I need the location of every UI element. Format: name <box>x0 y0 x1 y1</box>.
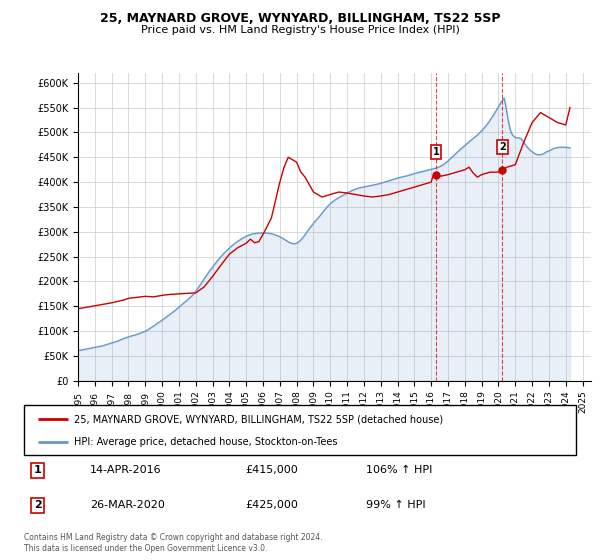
Text: £425,000: £425,000 <box>245 501 298 510</box>
Text: £415,000: £415,000 <box>245 465 298 475</box>
Text: 26-MAR-2020: 26-MAR-2020 <box>90 501 165 510</box>
Text: 25, MAYNARD GROVE, WYNYARD, BILLINGHAM, TS22 5SP (detached house): 25, MAYNARD GROVE, WYNYARD, BILLINGHAM, … <box>74 414 443 424</box>
Text: Price paid vs. HM Land Registry's House Price Index (HPI): Price paid vs. HM Land Registry's House … <box>140 25 460 35</box>
Text: 14-APR-2016: 14-APR-2016 <box>90 465 162 475</box>
Text: 99% ↑ HPI: 99% ↑ HPI <box>366 501 426 510</box>
Text: 106% ↑ HPI: 106% ↑ HPI <box>366 465 433 475</box>
Text: Contains HM Land Registry data © Crown copyright and database right 2024.
This d: Contains HM Land Registry data © Crown c… <box>24 533 323 553</box>
Text: 2: 2 <box>499 142 506 152</box>
Text: 1: 1 <box>433 147 439 157</box>
Text: 2: 2 <box>34 501 41 510</box>
FancyBboxPatch shape <box>24 405 576 455</box>
Text: HPI: Average price, detached house, Stockton-on-Tees: HPI: Average price, detached house, Stoc… <box>74 437 337 447</box>
Text: 1: 1 <box>34 465 41 475</box>
Text: 25, MAYNARD GROVE, WYNYARD, BILLINGHAM, TS22 5SP: 25, MAYNARD GROVE, WYNYARD, BILLINGHAM, … <box>100 12 500 25</box>
